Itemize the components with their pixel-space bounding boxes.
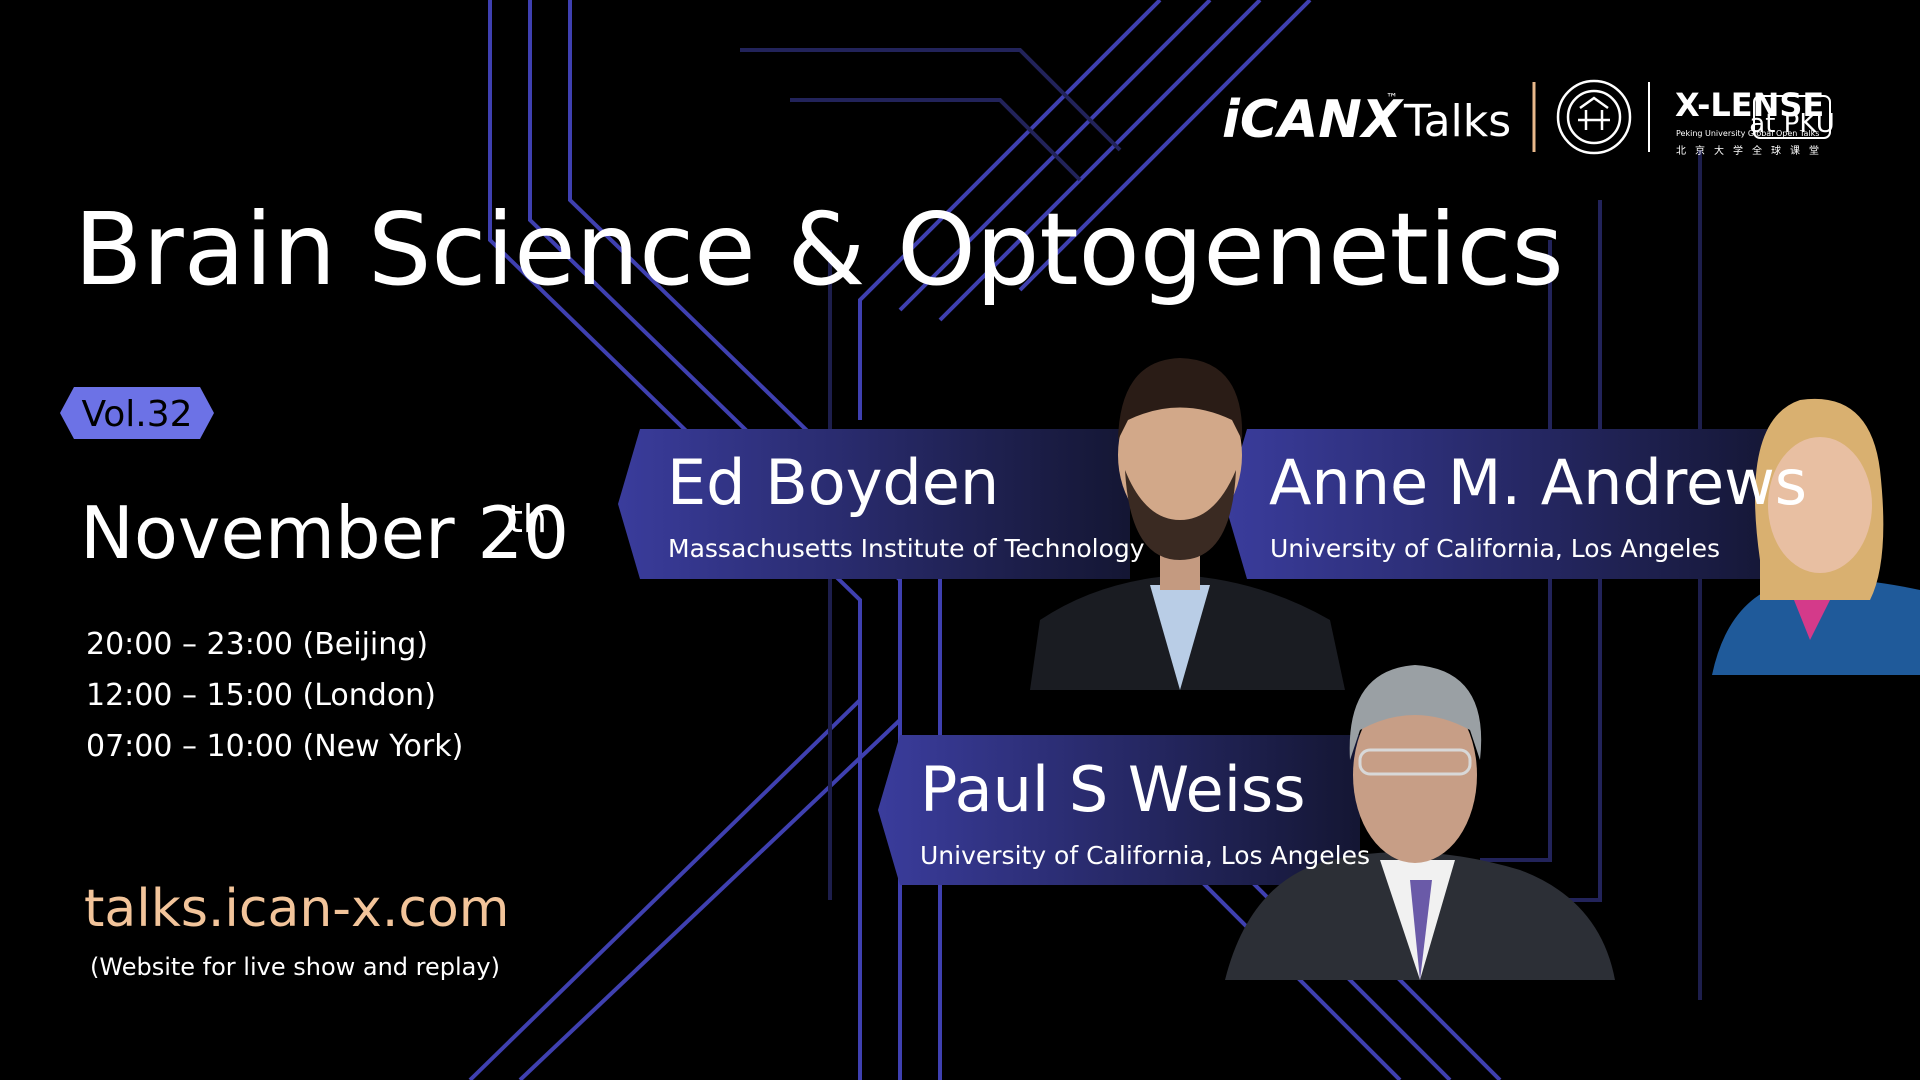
time-slot: 20:00 – 23:00 (Beijing) xyxy=(86,627,428,662)
speaker-affiliation: University of California, Los Angeles xyxy=(920,841,1370,870)
volume: Vol.32 xyxy=(81,394,192,435)
partner-caption: Peking University Global Open Talks xyxy=(1676,129,1819,138)
partner-sub: at PKU xyxy=(1749,109,1834,139)
website-note: (Website for live show and replay) xyxy=(90,953,500,981)
date: November 20 xyxy=(80,491,569,575)
speaker-affiliation: University of California, Los Angeles xyxy=(1270,534,1720,563)
pku-seal xyxy=(1556,79,1632,155)
website[interactable]: talks.ican-x.com xyxy=(84,879,509,939)
speaker-name: Ed Boyden xyxy=(667,446,999,519)
date-suffix: th xyxy=(508,497,547,541)
speaker-banner xyxy=(1225,429,1788,579)
partner-box xyxy=(1753,95,1831,139)
partner-caption-cn: 北京大学全球课堂 xyxy=(1676,144,1828,157)
trademark: ™ xyxy=(1386,91,1398,105)
title: Brain Science & Optogenetics xyxy=(74,191,1564,308)
time-slot: 07:00 – 10:00 (New York) xyxy=(86,729,463,764)
speaker-banner xyxy=(618,429,1130,579)
time-slot: 12:00 – 15:00 (London) xyxy=(86,678,436,713)
speaker-photo xyxy=(1225,665,1615,980)
partner-logo: X-LENSE xyxy=(1675,86,1824,124)
series-name: Talks xyxy=(1403,96,1511,147)
speaker-affiliation: Massachusetts Institute of Technology xyxy=(668,534,1145,563)
speaker-banner xyxy=(878,735,1360,885)
speaker-name: Paul S Weiss xyxy=(920,753,1306,826)
speaker-photo xyxy=(1712,398,1920,675)
speaker-name: Anne M. Andrews xyxy=(1269,446,1807,519)
speaker-photo xyxy=(1030,358,1345,690)
volume-badge xyxy=(60,387,214,439)
brand-logo: iCANX xyxy=(1222,90,1405,150)
